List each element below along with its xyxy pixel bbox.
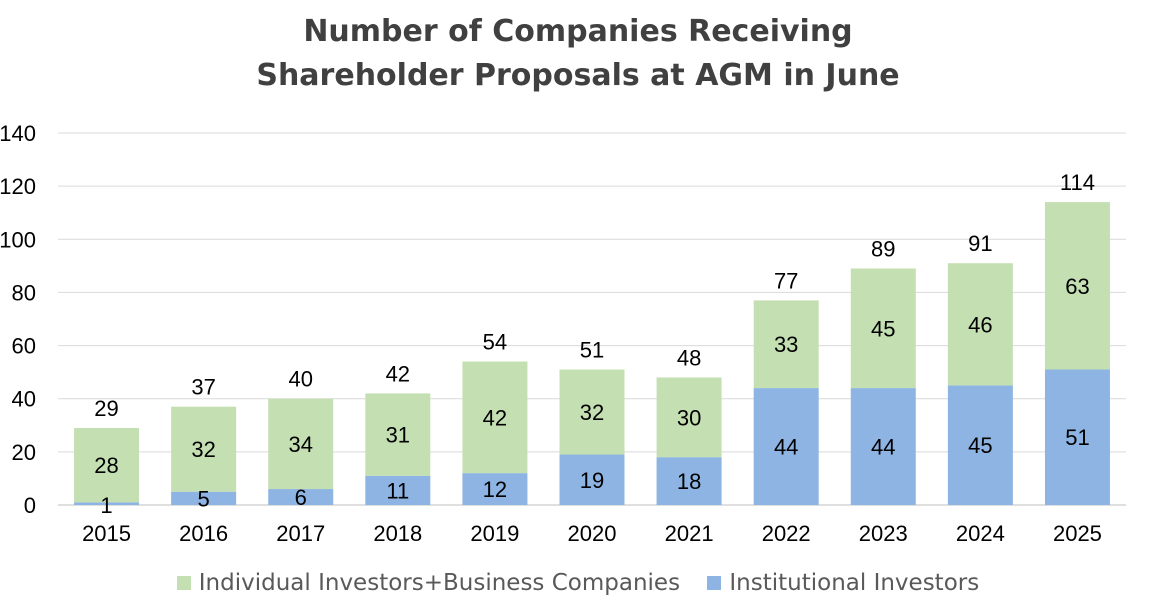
legend-item-individual: Individual Investors+Business Companies bbox=[176, 570, 681, 596]
bar-individual bbox=[559, 369, 625, 455]
chart-title-line-2: Shareholder Proposals at AGM in June bbox=[256, 58, 900, 93]
data-label-institutional: 44 bbox=[774, 435, 798, 460]
x-tick-label: 2024 bbox=[956, 521, 1005, 546]
data-label-individual: 28 bbox=[94, 453, 118, 478]
y-tick-label: 40 bbox=[12, 387, 36, 412]
bar-individual bbox=[365, 393, 431, 476]
x-tick-label: 2015 bbox=[82, 521, 131, 546]
legend-swatch-individual bbox=[176, 576, 191, 590]
data-label-institutional: 1 bbox=[100, 493, 112, 518]
data-label-individual: 34 bbox=[288, 432, 312, 457]
data-label-institutional: 44 bbox=[871, 435, 895, 460]
data-label-individual: 32 bbox=[191, 437, 215, 462]
data-label-total: 29 bbox=[94, 396, 118, 421]
legend-swatch-institutional bbox=[707, 576, 722, 590]
data-label-total: 89 bbox=[871, 237, 895, 262]
y-tick-label: 60 bbox=[12, 334, 36, 359]
x-axis: 2015 2016 2017 2018 2019 2020 2021 2022 2023 2024… bbox=[82, 521, 1102, 546]
x-tick-label: 2023 bbox=[859, 521, 908, 546]
data-label-total: 77 bbox=[774, 268, 798, 293]
bar-individual bbox=[171, 406, 237, 492]
legend: Individual Investors+Business Companies … bbox=[0, 570, 1156, 596]
bar-individual bbox=[850, 268, 916, 389]
bar-institutional bbox=[171, 491, 237, 505]
bar-institutional bbox=[462, 473, 528, 505]
data-label-individual: 31 bbox=[386, 423, 410, 448]
y-tick-label: 140 bbox=[0, 121, 36, 146]
y-axis: 0 20 40 60 80 100 120 140 bbox=[0, 121, 36, 518]
y-tick-label: 20 bbox=[12, 440, 36, 465]
data-label-total: 91 bbox=[968, 231, 992, 256]
bar-institutional bbox=[268, 489, 334, 505]
data-label-individual: 42 bbox=[483, 405, 507, 430]
data-label-total: 51 bbox=[580, 337, 604, 362]
data-label-institutional: 6 bbox=[295, 485, 307, 510]
bar-individual bbox=[947, 263, 1013, 386]
y-tick-label: 100 bbox=[0, 227, 36, 252]
x-tick-label: 2025 bbox=[1053, 521, 1102, 546]
bar-individual bbox=[656, 377, 722, 458]
data-label-institutional: 12 bbox=[483, 477, 507, 502]
x-tick-label: 2019 bbox=[470, 521, 519, 546]
bar-individual bbox=[268, 398, 334, 490]
bar-institutional bbox=[365, 475, 431, 505]
data-label-individual: 46 bbox=[968, 312, 992, 337]
x-tick-label: 2016 bbox=[179, 521, 228, 546]
legend-label-institutional: Institutional Investors bbox=[729, 570, 980, 596]
data-label-institutional: 11 bbox=[386, 478, 409, 503]
bar-individual bbox=[74, 427, 140, 503]
x-tick-label: 2018 bbox=[373, 521, 422, 546]
legend-item-institutional: Institutional Investors bbox=[707, 570, 979, 596]
bar-institutional bbox=[74, 502, 140, 505]
data-label-total: 114 bbox=[1060, 170, 1095, 195]
data-label-total: 37 bbox=[191, 375, 215, 400]
chart-title-line-1: Number of Companies Receiving bbox=[303, 14, 853, 49]
x-tick-label: 2020 bbox=[568, 521, 617, 546]
bar-institutional bbox=[559, 454, 625, 505]
x-tick-label: 2017 bbox=[276, 521, 325, 546]
data-label-institutional: 18 bbox=[677, 469, 701, 494]
data-label-total: 54 bbox=[483, 330, 507, 355]
bar-individual bbox=[1044, 202, 1110, 370]
chart-title: Number of Companies Receiving Shareholde… bbox=[0, 10, 1156, 98]
bars: 1 28 29 5 32 37 6 34 40 11 31 42 12 42 54 19 32 51 18 30 48 4… bbox=[74, 170, 1110, 518]
bar-institutional bbox=[947, 385, 1013, 505]
data-label-individual: 32 bbox=[580, 400, 604, 425]
bar-institutional bbox=[656, 457, 722, 505]
y-tick-label: 80 bbox=[12, 280, 36, 305]
data-label-individual: 33 bbox=[774, 332, 798, 357]
data-label-institutional: 45 bbox=[968, 433, 992, 458]
stacked-bar-chart: 0 20 40 60 80 100 120 140 1 28 29 5 32 37 6 34 40 11 31 42… bbox=[0, 121, 1126, 546]
y-tick-label: 0 bbox=[24, 493, 36, 518]
data-label-individual: 30 bbox=[677, 405, 701, 430]
bar-institutional bbox=[753, 388, 819, 505]
data-label-total: 42 bbox=[386, 361, 410, 386]
data-label-total: 40 bbox=[288, 367, 312, 392]
data-label-total: 48 bbox=[677, 345, 701, 370]
data-label-individual: 63 bbox=[1065, 274, 1089, 299]
data-label-individual: 45 bbox=[871, 316, 895, 341]
data-label-institutional: 19 bbox=[580, 468, 604, 493]
data-label-institutional: 51 bbox=[1065, 425, 1089, 450]
bar-institutional bbox=[850, 388, 916, 505]
bar-institutional bbox=[1044, 369, 1110, 505]
data-label-institutional: 5 bbox=[198, 486, 210, 511]
bar-individual bbox=[753, 300, 819, 389]
legend-label-individual: Individual Investors+Business Companies bbox=[198, 570, 681, 596]
x-tick-label: 2021 bbox=[665, 521, 714, 546]
bar-individual bbox=[462, 361, 528, 474]
y-tick-label: 120 bbox=[0, 174, 36, 199]
x-tick-label: 2022 bbox=[762, 521, 811, 546]
